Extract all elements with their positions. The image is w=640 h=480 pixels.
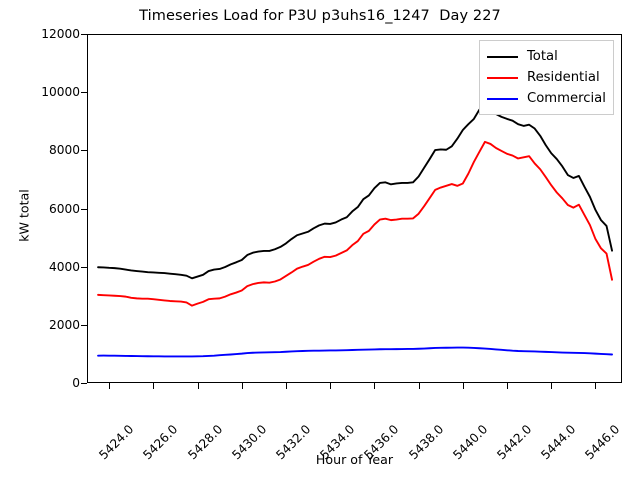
y-tick-label: 8000 — [48, 143, 80, 158]
legend-item-residential[interactable]: Residential — [487, 67, 606, 88]
x-axis-label: Hour of Year — [315, 452, 394, 467]
x-tick-mark — [595, 383, 597, 389]
chart-lines — [97, 106, 613, 358]
plot-area — [87, 34, 622, 383]
y-tick-mark — [81, 208, 87, 210]
series-line-total — [97, 106, 613, 280]
legend-item-commercial[interactable]: Commercial — [487, 88, 606, 109]
series-line-residential — [97, 140, 613, 307]
legend-swatch-commercial — [487, 97, 518, 100]
y-tick-mark — [81, 150, 87, 152]
legend-swatch-residential — [487, 76, 518, 79]
series-line-commercial — [97, 346, 613, 358]
x-tick-mark — [418, 383, 420, 389]
x-tick-mark — [109, 383, 111, 389]
legend-label: Total — [527, 49, 558, 64]
y-tick-mark — [81, 266, 87, 268]
x-tick-mark — [507, 383, 509, 389]
x-tick-mark — [197, 383, 199, 389]
x-tick-mark — [153, 383, 155, 389]
x-tick-mark — [374, 383, 376, 389]
y-tick-label: 12000 — [41, 27, 80, 41]
y-tick-mark — [81, 324, 87, 326]
y-tick-label: 0 — [72, 376, 80, 390]
x-tick-mark — [285, 383, 287, 389]
legend-label: Commercial — [527, 91, 606, 106]
y-axis-tick-labels: 0 2000 4000 6000 8000 10000 12000 — [0, 0, 80, 480]
y-tick-label: 6000 — [48, 201, 80, 216]
y-tick-mark — [81, 34, 87, 35]
y-tick-label: 2000 — [48, 317, 80, 332]
x-tick-mark — [241, 383, 243, 389]
y-tick-label: 4000 — [48, 259, 80, 274]
legend-swatch-total — [487, 55, 518, 58]
chart-title: Timeseries Load for P3U p3uhs16_1247 Day… — [139, 8, 501, 24]
x-tick-mark — [551, 383, 553, 389]
legend-item-total[interactable]: Total — [487, 46, 606, 67]
legend-label: Residential — [527, 70, 600, 85]
y-tick-mark — [81, 383, 87, 384]
y-tick-mark — [81, 92, 87, 94]
y-tick-label: 10000 — [41, 85, 80, 100]
x-tick-mark — [330, 383, 332, 389]
chart-legend: Total Residential Commercial — [479, 40, 614, 115]
x-tick-mark — [462, 383, 464, 389]
